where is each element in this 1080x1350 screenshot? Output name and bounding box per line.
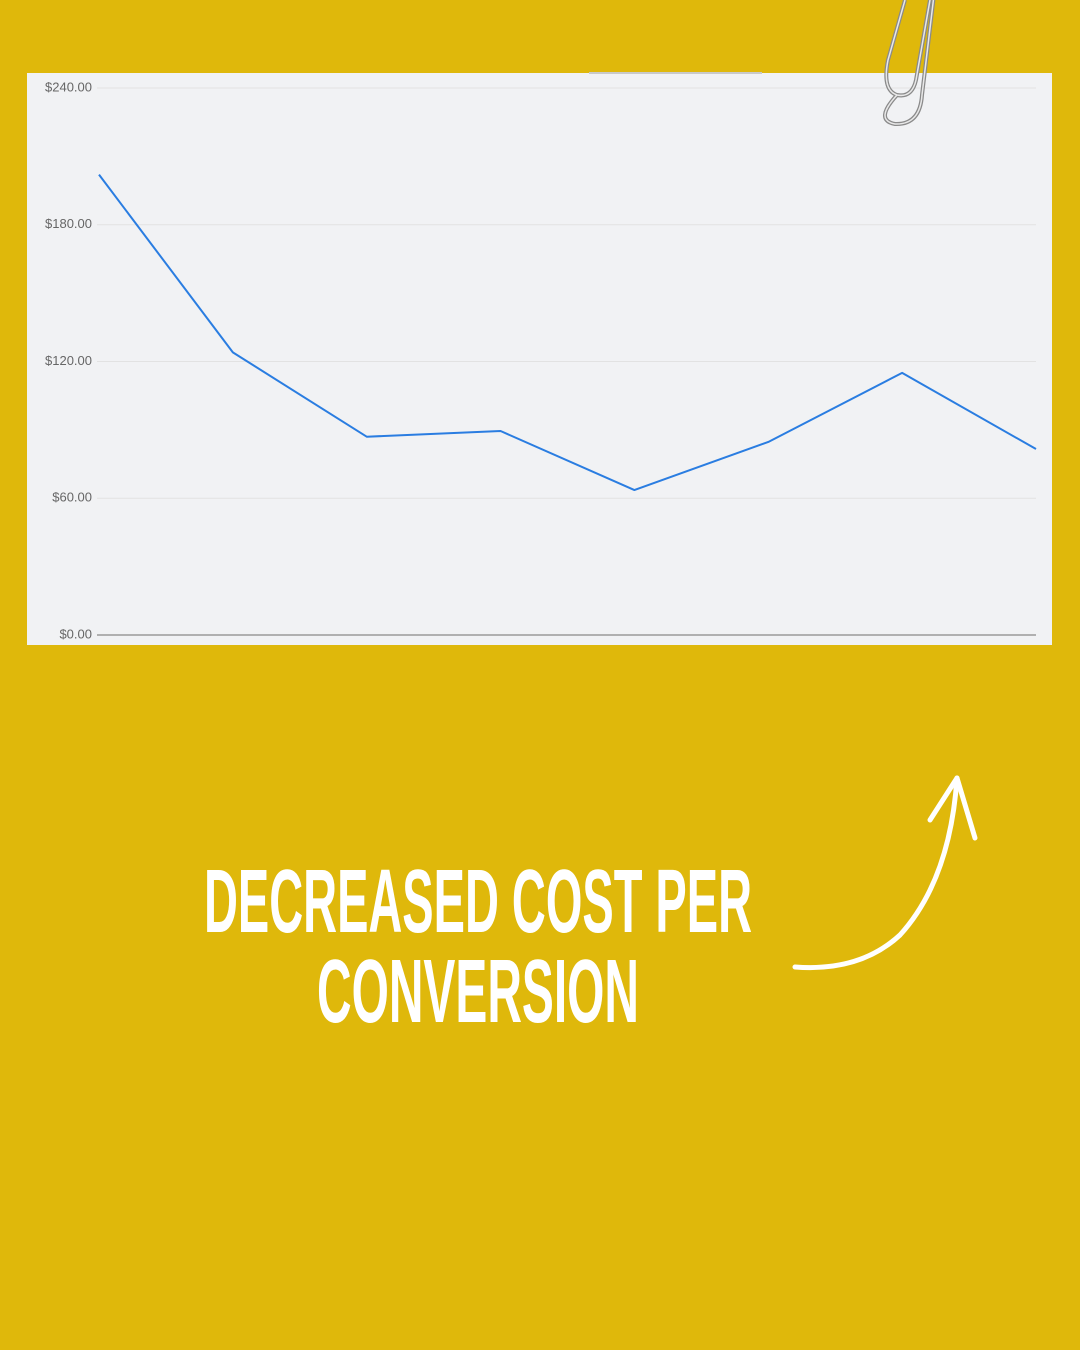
headline: DECREASED COST PER	[204, 852, 752, 952]
y-tick-label: $60.00	[52, 490, 92, 505]
y-tick-label: $120.00	[45, 353, 92, 368]
plot: $0.00 $60.00 $120.00 $180.00 $240.00	[45, 79, 1037, 641]
y-tick-label: $0.00	[59, 626, 92, 641]
line	[98, 174, 1037, 492]
paperclip-highlight	[884, 0, 935, 125]
arrow	[792, 775, 960, 971]
headline: CONVERSION	[317, 942, 639, 1042]
chart-panel	[27, 73, 1052, 645]
y-tick-label: $240.00	[45, 79, 92, 94]
y-tick-label: $180.00	[45, 216, 92, 231]
arrow-head	[927, 775, 978, 841]
